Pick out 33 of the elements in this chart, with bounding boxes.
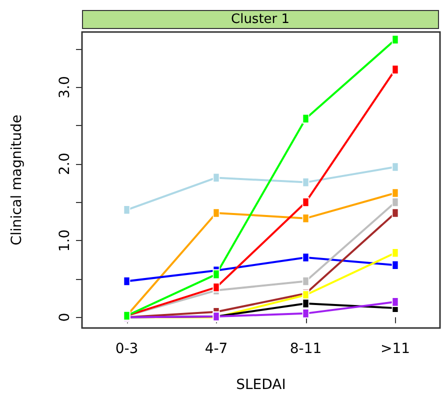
point bbox=[212, 208, 220, 218]
point bbox=[212, 269, 220, 280]
point bbox=[123, 276, 130, 286]
point bbox=[212, 172, 220, 183]
point bbox=[302, 213, 310, 224]
point bbox=[392, 260, 399, 270]
x-tick-label: 0-3 bbox=[115, 341, 138, 357]
point bbox=[302, 276, 310, 286]
point bbox=[302, 197, 310, 208]
y-tick-label: 0 bbox=[57, 312, 73, 322]
x-axis-title: SLEDAI bbox=[236, 377, 286, 393]
x-tick-label: >11 bbox=[380, 341, 410, 357]
point bbox=[302, 252, 310, 262]
point bbox=[302, 177, 310, 188]
point bbox=[392, 64, 399, 75]
y-tick-label: 3.0 bbox=[57, 76, 73, 98]
point bbox=[302, 308, 310, 318]
point bbox=[302, 298, 310, 308]
point bbox=[392, 162, 399, 172]
chart-title: Cluster 1 bbox=[231, 12, 290, 27]
point bbox=[392, 248, 399, 258]
point bbox=[392, 197, 399, 208]
y-tick-label: 1.0 bbox=[57, 229, 73, 252]
point bbox=[392, 296, 399, 307]
y-tick-label: 2.0 bbox=[57, 152, 73, 176]
y-axis-title: Clinical magnitude bbox=[9, 114, 25, 246]
point bbox=[302, 114, 310, 124]
x-tick-label: 8-11 bbox=[290, 341, 322, 357]
point bbox=[212, 282, 220, 292]
x-tick-label: 4-7 bbox=[204, 341, 228, 357]
point bbox=[392, 34, 399, 45]
point bbox=[123, 204, 130, 215]
point bbox=[392, 208, 399, 218]
